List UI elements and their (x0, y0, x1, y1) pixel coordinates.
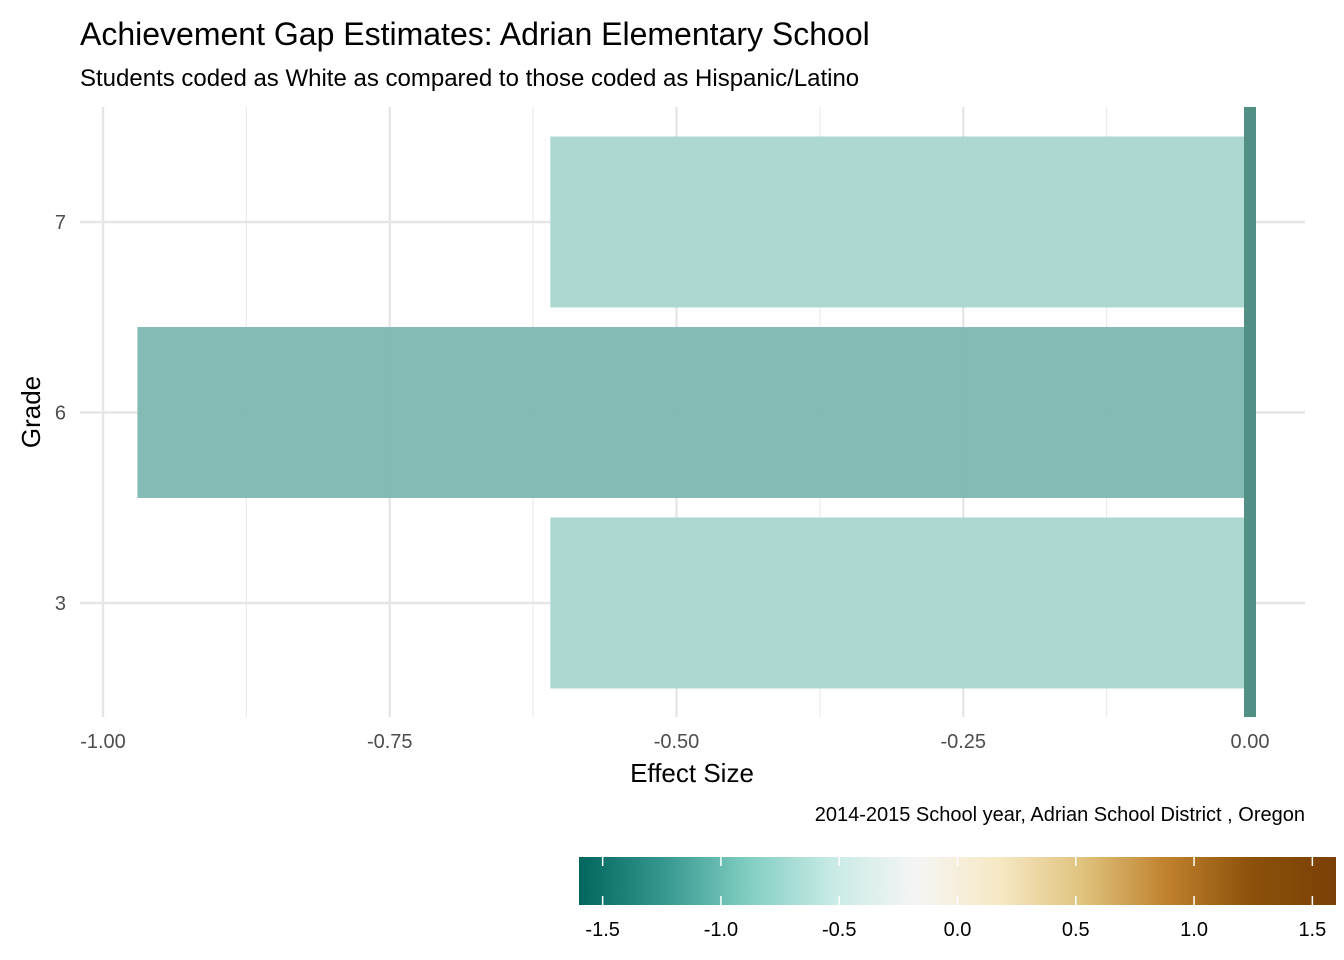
y-tick-label: 3 (55, 593, 66, 615)
y-tick-label: 6 (55, 403, 66, 425)
x-tick-label: -0.50 (654, 731, 700, 753)
colorbar-tick-label: 0.5 (1062, 919, 1090, 941)
chart-caption: 2014-2015 School year, Adrian School Dis… (815, 804, 1305, 826)
colorbar-tick-label: 1.0 (1180, 919, 1208, 941)
colorbar-tick-label: -1.0 (704, 919, 738, 941)
colorbar-tick-label: 0.0 (944, 919, 972, 941)
colorbar-tick-label: -1.5 (585, 919, 619, 941)
chart-subtitle: Students coded as White as compared to t… (80, 65, 859, 92)
colorbar-legend: -1.5 -1.0 -0.5 0.0 0.5 1.0 1.5 (579, 857, 1336, 941)
bar-grade-6 (137, 327, 1250, 498)
chart-title: Achievement Gap Estimates: Adrian Elemen… (80, 16, 870, 52)
colorbar-tick-label: -0.5 (822, 919, 856, 941)
y-axis-title: Grade (16, 376, 46, 448)
x-axis-title: Effect Size (630, 758, 754, 788)
x-tick-label: -0.25 (940, 731, 986, 753)
bar-grade-3 (550, 517, 1250, 689)
colorbar-tick-label: 1.5 (1298, 919, 1326, 941)
y-tick-label: 7 (55, 212, 66, 234)
plot-area: -1.00 -0.75 -0.50 -0.25 0.00 3 6 7 (55, 107, 1305, 753)
x-tick-label: 0.00 (1231, 731, 1270, 753)
bar-grade-7 (550, 136, 1250, 308)
x-tick-label: -1.00 (80, 731, 126, 753)
x-tick-label: -0.75 (367, 731, 413, 753)
zero-reference-line (1244, 107, 1256, 717)
